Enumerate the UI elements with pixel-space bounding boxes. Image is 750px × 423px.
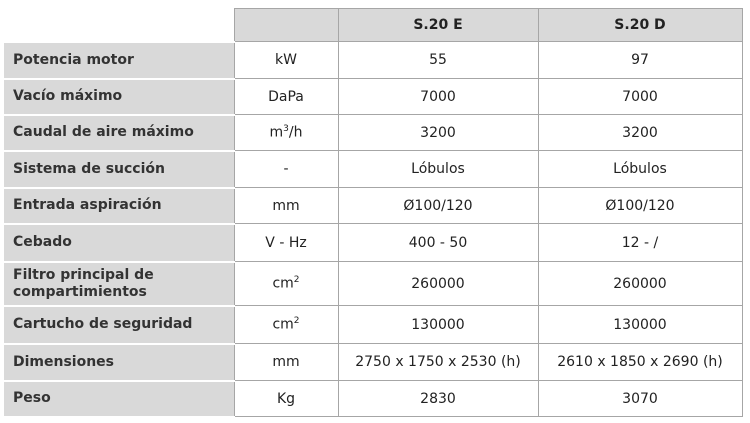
value-s20e: 7000 bbox=[337, 78, 539, 115]
unit-superscript: 2 bbox=[293, 316, 300, 327]
table-row: Filtro principal de compartimientos cm2 … bbox=[4, 260, 743, 307]
unit-text: V - Hz bbox=[265, 234, 307, 251]
unit-text: kW bbox=[275, 52, 297, 68]
unit-cell: V - Hz bbox=[233, 223, 339, 262]
table-row: Peso Kg 2830 3070 bbox=[4, 379, 743, 418]
row-label: Entrada aspiración bbox=[4, 186, 234, 225]
header-row: S.20 E S.20 D bbox=[4, 8, 743, 42]
value-s20d: 130000 bbox=[537, 305, 743, 344]
table-row: Caudal de aire máximo m3/h 3200 3200 bbox=[4, 113, 743, 152]
unit-cell: cm2 bbox=[233, 261, 339, 306]
row-label: Potencia motor bbox=[4, 40, 234, 80]
row-label: Filtro principal de compartimientos bbox=[4, 260, 234, 307]
value-s20d: 2610 x 1850 x 2690 (h) bbox=[537, 343, 743, 381]
unit-header bbox=[233, 8, 339, 42]
value-s20d: 97 bbox=[537, 41, 743, 79]
corner-cell bbox=[4, 8, 234, 42]
value-s20e: 260000 bbox=[337, 261, 539, 306]
row-label: Vacío máximo bbox=[4, 77, 234, 116]
table-row: Dimensiones mm 2750 x 1750 x 2530 (h) 26… bbox=[4, 342, 743, 382]
unit-text: - bbox=[283, 161, 289, 177]
table-row: Cartucho de seguridad cm2 130000 130000 bbox=[4, 304, 743, 345]
row-label: Peso bbox=[4, 379, 234, 418]
unit-text: cm bbox=[272, 275, 294, 292]
table-row: Entrada aspiración mm Ø100/120 Ø100/120 bbox=[4, 186, 743, 225]
value-s20d: 260000 bbox=[537, 261, 743, 306]
value-s20e: 2750 x 1750 x 2530 (h) bbox=[337, 343, 539, 381]
value-s20e: 55 bbox=[337, 41, 539, 79]
value-s20e: 130000 bbox=[337, 305, 539, 344]
unit-text: cm bbox=[272, 316, 294, 333]
value-s20e: 400 - 50 bbox=[337, 223, 539, 262]
value-s20d: Lóbulos bbox=[537, 150, 743, 188]
value-s20d: 7000 bbox=[537, 78, 743, 115]
model-header-s20d: S.20 D bbox=[537, 8, 743, 42]
unit-cell: DaPa bbox=[233, 78, 339, 115]
row-label: Cartucho de seguridad bbox=[4, 304, 234, 345]
unit-cell: Kg bbox=[233, 380, 339, 417]
value-s20e: 3200 bbox=[337, 114, 539, 151]
table-row: Sistema de succión - Lóbulos Lóbulos bbox=[4, 149, 743, 189]
unit-cell: - bbox=[233, 150, 339, 188]
unit-suffix: /h bbox=[288, 124, 303, 141]
unit-cell: m3/h bbox=[233, 114, 339, 151]
unit-superscript: 3 bbox=[283, 124, 289, 135]
unit-text: DaPa bbox=[268, 88, 304, 105]
unit-cell: kW bbox=[233, 41, 339, 79]
row-label: Sistema de succión bbox=[4, 149, 234, 189]
row-label: Caudal de aire máximo bbox=[4, 113, 234, 152]
value-s20d: Ø100/120 bbox=[537, 187, 743, 224]
unit-text: m bbox=[269, 124, 284, 141]
row-label: Dimensiones bbox=[4, 342, 234, 382]
row-label: Cebado bbox=[4, 222, 234, 263]
unit-text: mm bbox=[272, 354, 300, 370]
value-s20d: 3200 bbox=[537, 114, 743, 151]
unit-text: mm bbox=[272, 197, 300, 214]
value-s20e: 2830 bbox=[337, 380, 539, 417]
value-s20d: 3070 bbox=[537, 380, 743, 417]
unit-superscript: 2 bbox=[293, 275, 300, 286]
value-s20d: 12 - / bbox=[537, 223, 743, 262]
specs-table: S.20 E S.20 D Potencia motor kW 55 97 Vac… bbox=[4, 8, 743, 418]
unit-text: Kg bbox=[276, 390, 296, 407]
unit-cell: mm bbox=[233, 343, 339, 381]
value-s20e: Lóbulos bbox=[337, 150, 539, 188]
unit-cell: cm2 bbox=[233, 305, 339, 344]
table-row: Vacío máximo DaPa 7000 7000 bbox=[4, 77, 743, 116]
model-header-s20e: S.20 E bbox=[337, 8, 539, 42]
table-row: Potencia motor kW 55 97 bbox=[4, 40, 743, 80]
value-s20e: Ø100/120 bbox=[337, 187, 539, 224]
table-row: Cebado V - Hz 400 - 50 12 - / bbox=[4, 222, 743, 263]
unit-cell: mm bbox=[233, 187, 339, 224]
